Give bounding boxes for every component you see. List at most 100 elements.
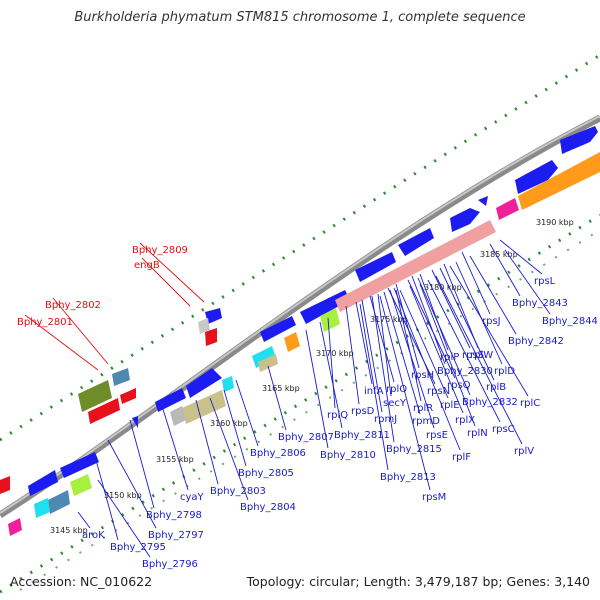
gene-arrow (132, 416, 138, 428)
gene-leader-rpsm (379, 295, 431, 491)
tick-row-outer (0, 53, 600, 442)
gene-label-secy[interactable]: secY (383, 398, 407, 409)
magenta-block (496, 198, 519, 220)
gene-label-rplo[interactable]: rplO (386, 384, 407, 395)
gene-leader-rpsc (427, 279, 501, 423)
gene-label-bphy-2805[interactable]: Bphy_2805 (238, 468, 294, 479)
gene-label-rplf[interactable]: rplF (452, 452, 471, 463)
gene-arrow (450, 208, 480, 232)
gene-label-rpsd[interactable]: rpsD (351, 406, 375, 417)
gene-label-bphy-2843[interactable]: Bphy_2843 (512, 298, 568, 309)
tick-row-inner2 (19, 229, 600, 591)
gene-leader-rpsl (499, 239, 543, 275)
gene-label-bphy-2796[interactable]: Bphy_2796 (142, 559, 198, 570)
gene-leader-bphy-2815 (371, 295, 395, 443)
gene-label-bphy-2811[interactable]: Bphy_2811 (334, 430, 390, 441)
gene-label-bphy-2832[interactable]: Bphy_2832 (462, 397, 518, 408)
gene-label-bphy-2807[interactable]: Bphy_2807 (278, 432, 334, 443)
gene-leader-rplp (419, 273, 449, 351)
gene-leader-secy (377, 293, 392, 397)
gene-leader-rplw (443, 263, 479, 349)
gene-arrow (398, 228, 434, 256)
gene-label-bphy-2815[interactable]: Bphy_2815 (386, 444, 442, 455)
gene-label-bphy-2795[interactable]: Bphy_2795 (110, 542, 166, 553)
gene-leader-bphy-2811 (319, 321, 343, 429)
gene-leader-bphy-2797 (107, 439, 157, 529)
gene-label-bphy-2798[interactable]: Bphy_2798 (146, 510, 202, 521)
gene-label-rplr[interactable]: rplR (413, 403, 433, 414)
gene-arrow (355, 252, 396, 282)
gene-leader-rpsj (461, 251, 491, 315)
accession-text: Accession: NC_010622 (10, 574, 153, 589)
gene-label-rpsj[interactable]: rpsJ (482, 316, 501, 327)
kbp-label-3170-kbp: 3170 kbp (316, 349, 354, 358)
gene-label-rplb[interactable]: rplB (486, 382, 506, 393)
gene-label-rpmj[interactable]: rpmJ (374, 414, 397, 425)
summary-text: Topology: circular; Length: 3,479,187 bp… (246, 574, 590, 589)
kbp-label-3165-kbp: 3165 kbp (262, 384, 300, 393)
orange-block (518, 152, 600, 210)
gene-label-arok[interactable]: aroK (82, 530, 105, 541)
gene-leader-rplq (327, 317, 336, 409)
gene-red-label-bphy-2809[interactable]: Bphy_2809 (132, 245, 188, 256)
gene-label-rplx[interactable]: rplX (455, 415, 475, 426)
khaki-small (258, 354, 278, 372)
gene-label-bphy-2844[interactable]: Bphy_2844 (542, 316, 598, 327)
cyan-small (222, 376, 234, 392)
lime-block-2 (70, 474, 92, 496)
gene-label-rpsq[interactable]: rpsQ (447, 380, 471, 391)
gene-label-rpsh[interactable]: rpsH (411, 370, 434, 381)
map-title: Burkholderia phymatum STM815 chromosome … (74, 10, 526, 25)
kbp-label-3180-kbp: 3180 kbp (424, 283, 462, 292)
gene-leader-bphy-2805 (223, 389, 247, 467)
kbp-label-3175-kbp: 3175 kbp (370, 315, 408, 324)
gene-label-rpse[interactable]: rpsE (426, 430, 448, 441)
gene-label-rpsl[interactable]: rpsL (534, 276, 556, 287)
gene-label-rpss[interactable]: rpsS (462, 350, 484, 361)
olive-block (78, 380, 112, 412)
gene-leader-bphy-2804 (209, 397, 249, 501)
gene-leader-rpsq (407, 279, 456, 379)
gene-label-rpln[interactable]: rplN (467, 428, 488, 439)
gene-label-bphy-2810[interactable]: Bphy_2810 (320, 450, 376, 461)
gene-label-cyay[interactable]: cyaY (180, 492, 205, 503)
gene-label-rpsn[interactable]: rpsN (427, 386, 450, 397)
gene-label-rplq[interactable]: rplQ (327, 410, 348, 421)
gene-leader-bphy-2810 (305, 329, 329, 449)
gene-leader-bphy-2844 (504, 249, 551, 315)
gene-leader-rpsh (395, 283, 420, 369)
gene-label-rpsc[interactable]: rpsC (492, 424, 515, 435)
gene-leader-arok (77, 511, 91, 529)
gene-arrow-reverse (120, 388, 136, 404)
gene-leader-rplx (409, 285, 464, 414)
label-leaders (24, 239, 551, 558)
gene-leader-bphy-2803 (195, 399, 219, 485)
gray-block (170, 406, 186, 426)
gene-label-rplw[interactable]: rplW (470, 350, 493, 361)
gene-label-bphy-2830[interactable]: Bphy_2830 (437, 366, 493, 377)
gene-red-label-bphy-2802[interactable]: Bphy_2802 (45, 300, 101, 311)
gene-label-rplv[interactable]: rplV (514, 446, 534, 457)
gene-label-bphy-2813[interactable]: Bphy_2813 (380, 472, 436, 483)
gene-label-rplp[interactable]: rplP (440, 352, 459, 363)
gene-label-bphy-2797[interactable]: Bphy_2797 (148, 530, 204, 541)
gene-red-label-bphy-2801[interactable]: Bphy_2801 (17, 317, 73, 328)
gene-label-infa[interactable]: infA (364, 386, 384, 397)
gene-label-rpsm[interactable]: rpsM (422, 492, 446, 503)
gene-label-rplc[interactable]: rplC (520, 398, 540, 409)
gene-label-bphy-2804[interactable]: Bphy_2804 (240, 502, 296, 513)
gene-label-rpmd[interactable]: rpmD (412, 416, 440, 427)
gene-red-label-engb[interactable]: engB (134, 260, 160, 271)
gene-leader-rpln (419, 283, 476, 427)
kbp-label-3185-kbp: 3185 kbp (480, 250, 518, 259)
gene-label-bphy-2842[interactable]: Bphy_2842 (508, 336, 564, 347)
cyan-block (252, 346, 276, 368)
gene-leader-bphy-2830 (411, 275, 446, 365)
reverse-strand-features (0, 328, 217, 494)
gene-label-bphy-2806[interactable]: Bphy_2806 (250, 448, 306, 459)
gene-label-bphy-2803[interactable]: Bphy_2803 (210, 486, 266, 497)
gene-label-rpld[interactable]: rplD (494, 366, 515, 377)
gene-label-rple[interactable]: rplE (440, 400, 460, 411)
gene-leader-rpld (455, 261, 503, 365)
